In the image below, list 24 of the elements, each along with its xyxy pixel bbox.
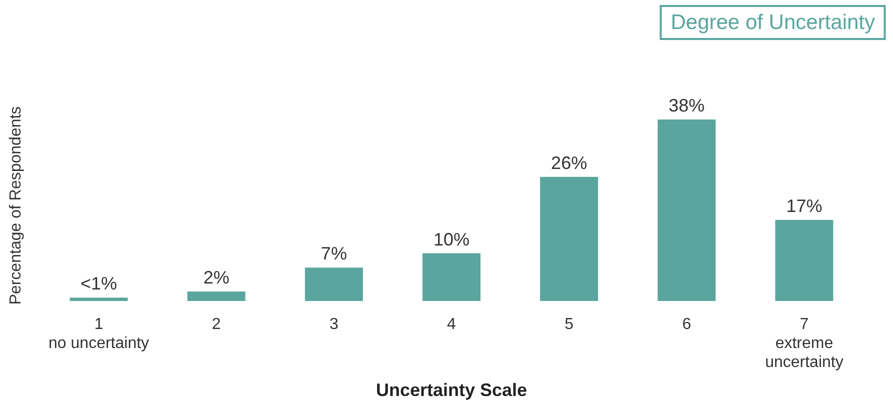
data-label: 10% — [433, 229, 470, 250]
x-tick-label: 7 extreme uncertainty — [765, 316, 844, 371]
x-tick-label: 5 — [564, 316, 574, 333]
data-label: 26% — [551, 152, 588, 173]
bar — [540, 176, 598, 301]
x-tick-label: 2 — [212, 316, 221, 333]
bar — [304, 268, 363, 301]
x-tick-label: 6 — [682, 316, 692, 333]
data-label: 17% — [786, 196, 822, 216]
data-label: 38% — [668, 96, 705, 116]
data-label: 7% — [320, 244, 347, 264]
x-axis-title: Uncertainty Scale — [376, 380, 528, 400]
data-label: 2% — [203, 267, 230, 288]
chart-title: Degree of Uncertainty — [670, 11, 876, 34]
bar — [775, 220, 834, 301]
y-axis-title: Percentage of Respondents — [8, 106, 24, 305]
bar — [187, 291, 246, 301]
bar — [658, 120, 716, 301]
data-label: <1% — [80, 274, 118, 294]
x-tick-label: 3 — [329, 316, 338, 333]
x-tick-label: 1 no uncertainty — [48, 316, 150, 352]
x-tick-label: 4 — [447, 316, 456, 333]
bar — [70, 298, 128, 301]
bar — [422, 253, 480, 301]
